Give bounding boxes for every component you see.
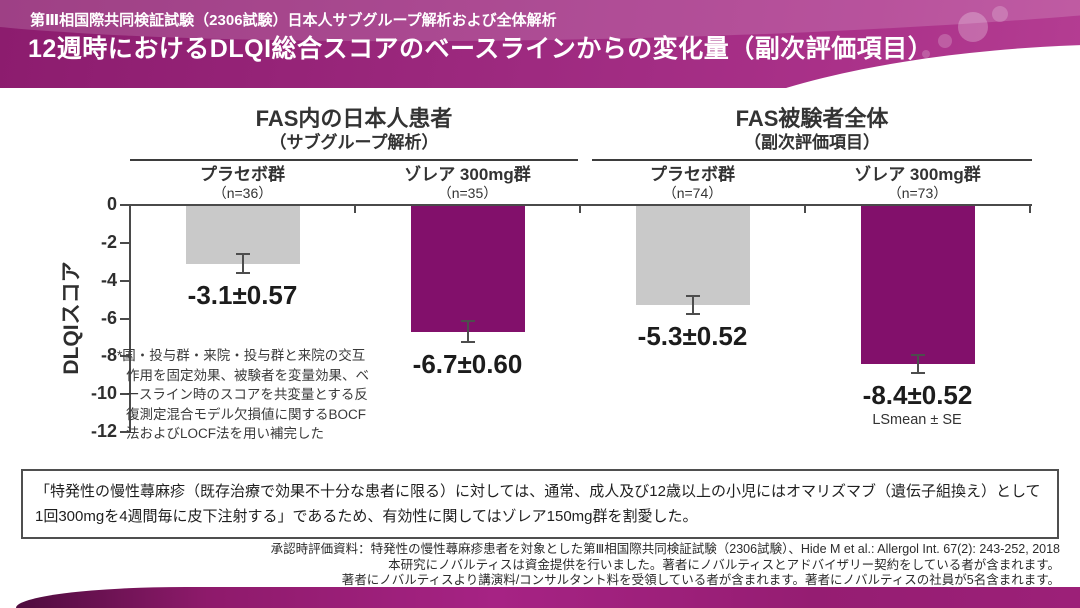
source-references: 承認時評価資料：特発性の慢性蕁麻疹患者を対象とした第Ⅲ相国際共同検証試験（230…: [260, 542, 1060, 589]
error-bar: [685, 295, 700, 316]
column-n-count: （n=74）: [662, 185, 723, 201]
bar-placebo: [635, 206, 750, 306]
x-axis-boundary-tick: [804, 205, 806, 213]
bubble-decoration: [938, 34, 952, 48]
column-header: ゾレア 300mg群 （n=73）: [806, 165, 1030, 202]
group-title: FAS被験者全体: [735, 106, 889, 131]
column-label: ゾレア 300mg群: [854, 165, 981, 184]
group-header-japanese-subgroup: FAS内の日本人患者 （サブグループ解析）: [130, 106, 578, 161]
slide-title: 12週時におけるDLQI総合スコアのベースラインからの変化量（副次評価項目）: [28, 35, 934, 63]
group-underline: [592, 159, 1032, 161]
error-note: LSmean ± SE: [872, 412, 962, 428]
x-axis-boundary-tick: [579, 205, 581, 213]
error-bar: [910, 354, 925, 374]
error-bar: [460, 320, 475, 344]
source-line: 承認時評価資料：特発性の慢性蕁麻疹患者を対象とした第Ⅲ相国際共同検証試験（230…: [270, 542, 1060, 556]
y-axis-line: [129, 204, 131, 433]
zero-baseline: [130, 204, 1032, 206]
bubble-decoration: [992, 6, 1008, 22]
column-label: プラセボ群: [650, 165, 735, 184]
y-axis-tick: [120, 279, 130, 282]
footer-accent-bar: [16, 587, 1080, 608]
column-header: ゾレア 300mg群 （n=35）: [356, 165, 580, 202]
column-label: プラセボ群: [200, 165, 285, 184]
y-axis-tick-label: -6: [100, 307, 117, 328]
column-header: プラセボ群 （n=74）: [581, 165, 805, 202]
study-kicker: 第Ⅲ相国際共同検証試験（2306試験）日本人サブグループ解析および全体解析: [30, 12, 557, 29]
group-title: FAS内の日本人患者: [255, 106, 453, 131]
value-label: -3.1±0.57: [187, 280, 298, 311]
group-subtitle: （副次評価項目）: [744, 133, 880, 152]
y-axis-tick-label: -8: [100, 345, 117, 366]
group-header-full-fas: FAS被験者全体 （副次評価項目）: [592, 106, 1032, 161]
value-label: -8.4±0.52: [862, 379, 973, 410]
y-axis-tick: [120, 317, 130, 320]
x-axis-boundary-tick: [354, 205, 356, 213]
header-banner: 第Ⅲ相国際共同検証試験（2306試験）日本人サブグループ解析および全体解析 12…: [0, 0, 1080, 88]
y-axis-tick: [120, 431, 130, 433]
column-n-count: （n=35）: [437, 185, 498, 201]
y-axis-tick: [120, 393, 130, 396]
bubble-decoration: [922, 50, 930, 58]
value-label: -5.3±0.52: [637, 321, 748, 352]
x-axis-boundary-tick: [1029, 205, 1031, 213]
bar-xolair: [410, 206, 525, 332]
y-axis-tick: [120, 204, 130, 206]
column-n-count: （n=36）: [212, 185, 273, 201]
bubble-decoration: [958, 12, 988, 42]
group-underline: [130, 159, 578, 161]
y-axis-tick-label: -4: [100, 269, 117, 290]
model-footnote: *国・投与群・来院・投与群と来院の交互作用を固定効果、被験者を変量効果、ベースラ…: [117, 348, 369, 441]
y-axis-tick: [120, 241, 130, 244]
source-line: 著者にノバルティスより講演料/コンサルタント料を受領している者が含まれます。著者…: [341, 573, 1060, 587]
error-bar: [235, 252, 250, 275]
value-label: -6.7±0.60: [412, 349, 523, 380]
group-subtitle: （サブグループ解析）: [269, 133, 439, 152]
source-line: 本研究にノバルティスは資金提供を行いました。著者にノバルティスとアドバイザリー契…: [388, 557, 1060, 572]
bar-xolair: [860, 206, 975, 364]
dosage-note-box: 「特発性の慢性蕁麻疹（既存治療で効果不十分な患者に限る）に対しては、通常、成人及…: [21, 469, 1059, 539]
y-axis-tick-label: 0: [106, 194, 117, 214]
y-axis-tick: [120, 355, 130, 358]
y-axis-tick-label: -2: [100, 231, 117, 252]
y-axis-tick-label: -12: [90, 421, 117, 441]
column-header: プラセボ群 （n=36）: [131, 165, 355, 202]
column-label: ゾレア 300mg群: [404, 165, 531, 184]
column-n-count: （n=73）: [887, 185, 948, 201]
y-axis-tick-label: -10: [90, 383, 117, 404]
